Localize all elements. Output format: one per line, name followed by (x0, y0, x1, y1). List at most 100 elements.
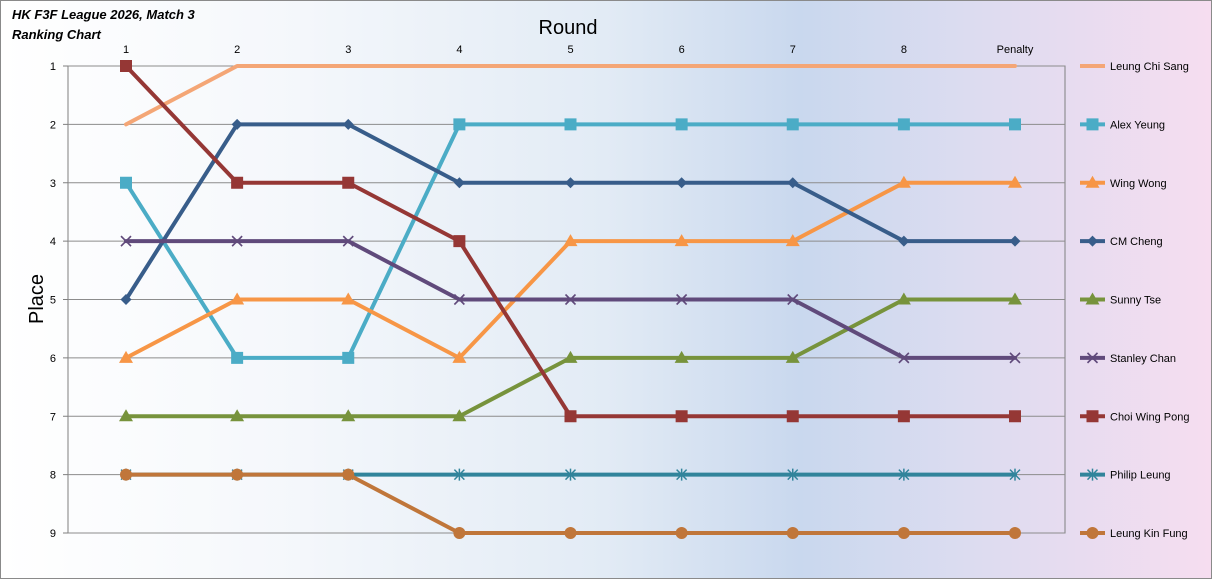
data-point (453, 527, 466, 539)
chart-subtitle: Ranking Chart (12, 27, 102, 42)
data-point (119, 409, 133, 422)
series-leung-chi-sang (124, 64, 1017, 127)
data-point (563, 350, 578, 363)
x-tick-label: 6 (679, 44, 685, 56)
x-tick-label: 1 (123, 44, 129, 56)
series-line (124, 64, 1017, 127)
x-tick-label: 8 (901, 44, 907, 56)
data-point (231, 118, 243, 130)
legend-label: Leung Chi Sang (1110, 61, 1189, 73)
data-point (564, 468, 577, 481)
y-tick-label: 3 (50, 178, 56, 190)
x-axis-ticks: 1 2 3 4 5 6 7 8 Penalty (123, 44, 1034, 56)
data-point (564, 410, 577, 423)
legend-item-alex-yeung: Alex Yeung (1080, 118, 1165, 131)
series-wing-wong (119, 175, 1022, 363)
series-line (124, 472, 1017, 535)
data-point (453, 468, 465, 481)
y-tick-label: 1 (50, 61, 56, 73)
data-point (342, 235, 354, 247)
data-point (231, 351, 244, 364)
x-tick-label: 5 (567, 44, 573, 56)
data-point (342, 351, 355, 364)
data-point (1008, 292, 1022, 305)
y-tick-label: 9 (50, 528, 56, 540)
data-point (231, 176, 244, 189)
data-point (342, 118, 354, 130)
data-point (676, 293, 688, 306)
y-axis-title: Place (26, 274, 48, 324)
data-point (1086, 527, 1099, 539)
data-point (453, 235, 466, 248)
legend-label: Alex Yeung (1110, 119, 1165, 131)
y-tick-label: 4 (50, 236, 56, 248)
series-sunny-tse (119, 292, 1022, 422)
legend-item-leung-kin-fung: Leung Kin Fung (1080, 527, 1188, 540)
data-point (563, 234, 578, 247)
legend-label: Stanley Chan (1110, 353, 1176, 365)
data-point (119, 350, 133, 363)
series-cm-cheng (120, 118, 1021, 305)
data-point (453, 118, 466, 131)
legend-item-cm-cheng: CM Cheng (1080, 235, 1163, 248)
data-point (231, 468, 244, 481)
legend-item-wing-wong: Wing Wong (1080, 175, 1167, 190)
data-point (897, 410, 910, 423)
data-point (1009, 468, 1021, 481)
data-point (785, 350, 800, 363)
data-point (1085, 292, 1100, 305)
data-point (675, 527, 688, 539)
data-point (787, 468, 799, 481)
legend-label: Leung Kin Fung (1110, 528, 1188, 540)
data-point (785, 234, 800, 247)
x-tick-label: 7 (790, 44, 796, 56)
data-point (1009, 527, 1021, 539)
data-point (896, 292, 911, 305)
legend-item-philip-leung: Philip Leung (1080, 468, 1171, 482)
data-point (786, 527, 799, 539)
data-point (675, 410, 688, 423)
data-point (120, 468, 132, 481)
data-point (564, 527, 577, 539)
data-point (674, 234, 689, 247)
chart-title: HK F3F League 2026, Match 3 (12, 7, 196, 22)
data-point (564, 293, 577, 306)
data-point (896, 175, 911, 188)
series-lines (119, 60, 1022, 539)
data-point (120, 294, 132, 305)
data-point (898, 352, 910, 364)
data-point (1086, 118, 1099, 131)
legend-item-stanley-chan: Stanley Chan (1080, 352, 1176, 365)
legend-label: CM Cheng (1110, 236, 1163, 248)
x-tick-label: 4 (456, 44, 462, 56)
data-point (1085, 175, 1100, 188)
data-point (898, 468, 910, 481)
data-point (453, 293, 465, 306)
x-tick-label: 3 (345, 44, 351, 56)
data-point (1009, 410, 1021, 423)
data-point (674, 350, 689, 363)
data-point (341, 409, 356, 422)
data-point (342, 176, 355, 189)
legend-label: Choi Wing Pong (1110, 411, 1190, 423)
legend-label: Philip Leung (1110, 470, 1171, 482)
series-alex-yeung (120, 118, 1021, 364)
data-point (675, 118, 688, 131)
data-point (230, 409, 245, 422)
series-line (124, 180, 1017, 360)
series-line (124, 122, 1017, 302)
data-point (1087, 235, 1098, 247)
data-point (453, 177, 465, 189)
legend-item-leung-chi-sang: Leung Chi Sang (1080, 61, 1189, 73)
data-point (452, 409, 467, 422)
data-point (1009, 235, 1021, 247)
data-point (1086, 468, 1099, 481)
data-point (787, 293, 799, 306)
data-point (231, 235, 243, 247)
series-choi-wing-pong (120, 60, 1021, 423)
series-leung-kin-fung (120, 468, 1021, 539)
data-point (1086, 352, 1099, 364)
legend-label: Sunny Tse (1110, 295, 1161, 307)
data-point (452, 350, 467, 363)
